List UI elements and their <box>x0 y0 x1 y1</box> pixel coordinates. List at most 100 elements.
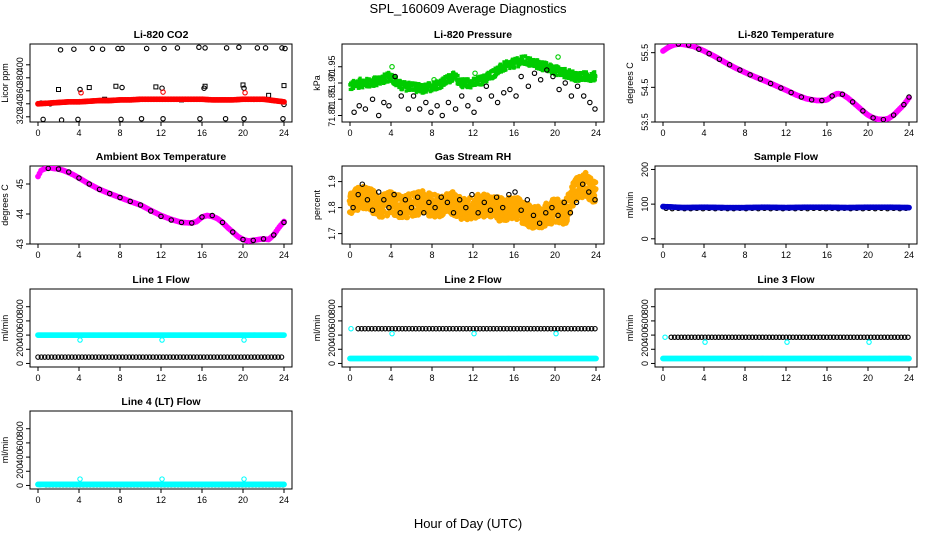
data-point <box>160 354 166 360</box>
data-point <box>493 66 497 70</box>
data-point <box>403 80 407 84</box>
data-point <box>568 76 573 80</box>
y-tick-label: 71.85 <box>327 88 337 111</box>
data-point <box>763 334 769 340</box>
data-point <box>435 87 440 91</box>
data-point <box>421 210 427 216</box>
x-tick-label: 12 <box>781 373 791 383</box>
data-point <box>840 334 847 340</box>
data-point <box>488 72 492 76</box>
data-point <box>436 325 443 332</box>
data-point <box>465 103 471 109</box>
data-point <box>77 476 83 482</box>
data-point <box>86 85 92 91</box>
data-point <box>89 45 96 52</box>
data-point <box>702 339 708 345</box>
data-point <box>487 76 492 80</box>
data-point <box>492 69 496 74</box>
data-point <box>558 325 564 332</box>
data-point <box>500 90 507 96</box>
data-point <box>575 74 579 78</box>
data-point <box>567 72 571 76</box>
x-tick-label: 4 <box>76 250 81 260</box>
data-point <box>864 334 871 340</box>
data-point <box>268 354 275 360</box>
data-point <box>870 115 876 121</box>
data-point <box>839 91 846 98</box>
data-point <box>813 334 820 340</box>
data-point <box>446 73 451 77</box>
data-point <box>119 354 126 360</box>
y-axis-label: degrees C <box>625 62 635 104</box>
x-tick-label: 12 <box>781 250 791 260</box>
x-tick-label: 12 <box>156 495 166 505</box>
data-point <box>803 334 810 340</box>
data-point <box>579 181 586 187</box>
data-point <box>426 88 430 92</box>
data-point <box>272 354 278 360</box>
y-tick-label: 600 <box>15 313 25 328</box>
data-point <box>847 334 854 340</box>
x-tick-label: 16 <box>197 495 207 505</box>
data-point <box>790 334 796 340</box>
panel-9: Line 3 Flow ml/min 0 4 8 12 16 20 24 0 20040060080… <box>625 274 918 383</box>
data-point <box>449 73 454 78</box>
data-point <box>113 83 119 89</box>
data-point <box>167 354 173 360</box>
data-point <box>138 116 145 122</box>
y-tick-label: 800 <box>15 421 25 436</box>
data-point <box>362 106 369 112</box>
data-point <box>518 207 524 213</box>
data-point <box>493 194 500 200</box>
data-point <box>157 354 163 360</box>
data-point <box>282 45 288 52</box>
plot-frame <box>654 43 918 123</box>
data-point <box>92 354 99 360</box>
data-point <box>512 189 518 195</box>
data-point <box>890 112 897 118</box>
y-tick-label: 0 <box>640 361 650 366</box>
x-tick-label: 4 <box>76 495 81 505</box>
x-tick-label: 8 <box>429 250 434 260</box>
data-point <box>573 199 580 206</box>
y-tick-label: 43 <box>15 239 25 249</box>
x-tick-label: 24 <box>279 373 289 383</box>
data-point <box>35 354 41 360</box>
data-point <box>358 76 362 80</box>
x-tick-label: 0 <box>660 128 665 138</box>
data-point <box>389 64 395 70</box>
data-point <box>888 334 894 340</box>
x-tick-label: 4 <box>388 250 393 260</box>
data-point <box>515 56 519 60</box>
data-point <box>399 325 405 332</box>
data-point <box>592 325 598 332</box>
data-point <box>234 354 241 360</box>
data-point <box>507 325 514 332</box>
panel-5: Gas Stream RH percent 0 4 8 12 16 20 24 1.7 1.8 1.9 <box>312 151 605 260</box>
data-point <box>525 83 532 90</box>
y-tick-label: 55.5 <box>640 44 650 62</box>
data-point <box>408 204 415 211</box>
data-point <box>478 77 482 81</box>
panel-1: Li-820 CO2 Licor ppm 0 4 8 12 16 20 24 3203403603… <box>0 29 293 138</box>
panel-title: Line 2 Flow <box>444 274 502 286</box>
data-point <box>409 325 416 332</box>
data-point <box>477 325 483 332</box>
data-point <box>757 76 764 82</box>
data-point <box>260 236 267 242</box>
x-tick-label: 20 <box>550 128 560 138</box>
data-point <box>746 334 752 340</box>
data-point <box>585 325 591 332</box>
data-point <box>402 325 409 332</box>
plot-frame <box>654 288 918 368</box>
data-points <box>348 54 598 119</box>
data-point <box>45 166 51 172</box>
y-tick-label: 54.5 <box>640 79 650 97</box>
data-point <box>878 334 884 340</box>
panel-10: Line 4 (LT) Flow ml/min 0 4 8 12 16 20 24 0 200400… <box>0 396 293 505</box>
data-point <box>521 54 525 58</box>
y-tick-label: 400 <box>640 328 650 343</box>
data-point <box>542 62 546 66</box>
data-point <box>265 354 271 360</box>
